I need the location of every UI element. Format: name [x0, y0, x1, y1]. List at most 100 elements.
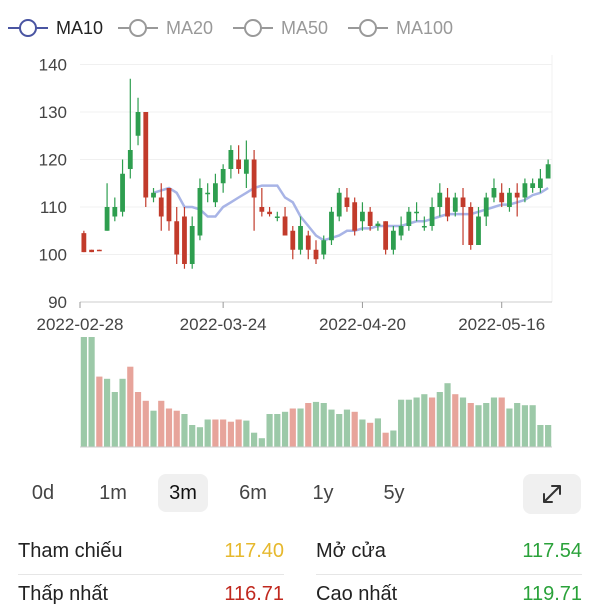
volume-bar — [88, 337, 95, 447]
candle-body — [483, 197, 489, 217]
volume-bar — [444, 383, 451, 447]
legend-ma10[interactable]: MA10 — [8, 16, 103, 40]
volume-bar — [436, 392, 443, 447]
high-price-value: 119.71 — [522, 583, 582, 605]
candle-body — [468, 207, 474, 245]
candle-body — [406, 211, 412, 226]
candle-body — [437, 192, 443, 207]
candle-body — [421, 226, 427, 228]
reference-price-value: 117.40 — [224, 540, 284, 562]
volume-bar — [111, 392, 118, 447]
candle-body — [243, 159, 249, 174]
stats-divider-left — [18, 574, 284, 575]
volume-bar — [428, 397, 436, 447]
legend-ma100-label: MA100 — [396, 17, 454, 38]
candle-body — [545, 164, 551, 179]
candle-body — [344, 197, 350, 207]
volume-bar — [165, 408, 173, 447]
volume-bar — [96, 376, 103, 447]
high-price-label: Cao nhất — [316, 583, 398, 605]
price-volume-chart[interactable]: 140 130 120 110 100 90 2022-02-28 2022-03-24 202… — [0, 55, 600, 455]
candle-body — [360, 211, 365, 222]
tab-1m[interactable]: 1m — [99, 481, 127, 504]
volume-bar — [220, 419, 227, 447]
candle-body — [267, 211, 272, 215]
candle-body — [445, 197, 450, 217]
candle-body — [120, 173, 125, 212]
legend-ma100[interactable]: MA100 — [348, 16, 453, 40]
candle-body — [352, 202, 358, 231]
volume-bar — [103, 378, 111, 447]
volume-bar — [506, 408, 513, 447]
candle-body — [537, 178, 543, 188]
candle-body — [189, 226, 195, 264]
volume-bar — [490, 397, 498, 447]
volume-bar — [266, 414, 273, 447]
volume-bar — [189, 425, 196, 447]
volume-bar — [351, 411, 358, 447]
tab-5y[interactable]: 5y — [383, 481, 405, 504]
candle-body — [383, 221, 389, 250]
volume-bar — [467, 403, 474, 447]
tab-0d[interactable]: 0d — [31, 481, 55, 504]
candle-body — [158, 197, 164, 217]
chart-legend: MA10 MA20 MA50 MA100 — [0, 16, 600, 42]
volume-bar — [545, 425, 552, 447]
volume-bar — [181, 414, 188, 447]
legend-ma50[interactable]: MA50 — [233, 16, 328, 40]
candle-body — [205, 192, 211, 195]
candle-body — [89, 249, 95, 253]
open-price-value: 117.54 — [522, 540, 582, 562]
volume-bar — [196, 427, 204, 447]
y-tick-label: 120 — [39, 151, 67, 170]
volume-bar — [281, 411, 289, 447]
expand-arrows-icon — [543, 485, 561, 503]
volume-bar — [514, 403, 521, 447]
y-tick-label: 130 — [39, 103, 67, 122]
volume-bar — [289, 408, 296, 447]
volume-bar — [521, 405, 529, 447]
volume-bar — [119, 378, 126, 447]
fullscreen-button[interactable] — [523, 474, 581, 514]
volume-bar — [134, 392, 142, 447]
volume-bar — [405, 399, 412, 447]
volume-bar — [537, 425, 544, 447]
candle-body — [429, 207, 435, 226]
volume-bar — [320, 403, 327, 447]
low-price-value: 116.71 — [224, 583, 284, 605]
volume-bar — [529, 405, 536, 447]
candle-body — [499, 192, 505, 203]
candle-body — [313, 249, 319, 260]
candle-body — [522, 183, 528, 198]
tab-6m[interactable]: 6m — [239, 481, 267, 504]
volume-bar — [398, 399, 405, 447]
ma20-legend-icon — [118, 16, 158, 40]
candle-body — [104, 207, 110, 231]
volume-bar — [150, 410, 157, 447]
tab-3m[interactable]: 3m — [158, 474, 208, 512]
volume-bar — [382, 432, 389, 447]
legend-ma20[interactable]: MA20 — [118, 16, 213, 40]
volume-bar — [274, 414, 281, 447]
candle-body — [390, 230, 396, 250]
volume-bar — [452, 394, 459, 447]
candle-body — [143, 112, 149, 198]
candle-body — [81, 233, 87, 253]
y-tick-label: 140 — [39, 56, 67, 75]
volume-bar — [374, 418, 381, 447]
candle-body — [197, 188, 203, 236]
candle-body — [452, 197, 458, 212]
ma100-legend-icon — [348, 16, 388, 40]
volume-bar — [312, 401, 320, 447]
volume-bar — [251, 432, 258, 447]
candle-body — [274, 216, 280, 218]
candle-body — [151, 192, 156, 198]
candle-body — [251, 159, 257, 198]
tab-1y[interactable]: 1y — [312, 481, 334, 504]
y-tick-label: 90 — [48, 293, 67, 312]
candle-body — [127, 150, 133, 169]
candle-body — [290, 230, 296, 250]
legend-ma10-label: MA10 — [56, 17, 104, 38]
x-tick-label: 2022-02-28 — [37, 315, 124, 334]
volume-bar — [498, 397, 505, 447]
